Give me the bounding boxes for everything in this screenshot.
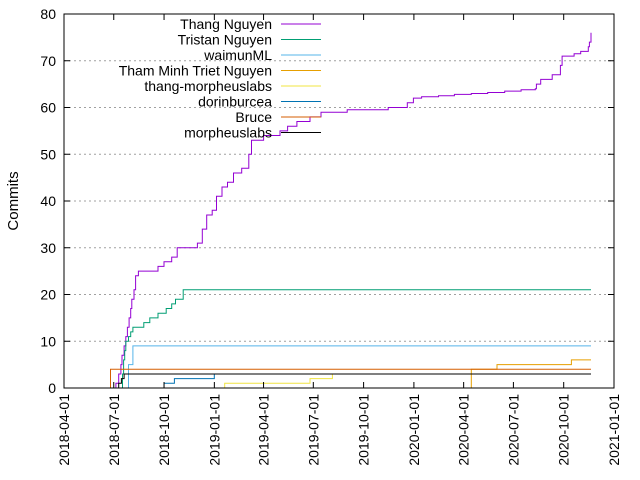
- y-tick-label: 70: [40, 53, 56, 69]
- legend-label-thang-nguyen: Thang Nguyen: [180, 16, 272, 32]
- x-tick-label: 2020-01-01: [406, 394, 422, 466]
- grid: [64, 60, 614, 342]
- x-tick-label: 2021-01-01: [606, 394, 622, 466]
- y-tick-label: 40: [40, 193, 56, 209]
- series-line-thang-morpheuslabs: [222, 373, 591, 389]
- x-tick-label: 2020-10-01: [556, 394, 572, 466]
- y-tick-label: 80: [40, 6, 56, 22]
- series-line-thang-nguyen: [110, 32, 592, 389]
- legend-label-waimunml: waimunML: [203, 47, 272, 63]
- x-tick-label: 2020-07-01: [505, 394, 521, 466]
- axis-ticks: 0 10 20 30 40 50 60 70 80 2018-04-01 2018-07-01 201…: [40, 6, 622, 466]
- x-tick-label: 2018-04-01: [56, 394, 72, 466]
- series-line-tristan-nguyen: [120, 289, 591, 389]
- y-axis-label: Commits: [5, 171, 22, 230]
- x-tick-label: 2020-04-01: [456, 394, 472, 466]
- x-tick-label: 2019-07-01: [305, 394, 321, 466]
- legend-label-tham-minh-triet-nguyen: Tham Minh Triet Nguyen: [119, 63, 272, 79]
- series-line-tham-minh-triet-nguyen: [64, 359, 591, 389]
- x-tick-label: 2019-10-01: [356, 394, 372, 466]
- legend-label-morpheuslabs: morpheuslabs: [184, 125, 272, 141]
- y-tick-label: 30: [40, 240, 56, 256]
- x-tick-label: 2019-04-01: [256, 394, 272, 466]
- x-tick-label: 2018-10-01: [156, 394, 172, 466]
- legend-label-thang-morpheuslabs: thang-morpheuslabs: [144, 78, 272, 94]
- series-line-morpheuslabs: [112, 373, 591, 389]
- y-tick-label: 60: [40, 100, 56, 116]
- y-tick-label: 50: [40, 146, 56, 162]
- legend-label-bruce: Bruce: [235, 109, 272, 125]
- y-tick-label: 20: [40, 287, 56, 303]
- x-tick-label: 2018-07-01: [106, 394, 122, 466]
- series-line-waimunml: [124, 345, 591, 389]
- legend-label-tristan-nguyen: Tristan Nguyen: [178, 32, 272, 48]
- y-tick-label: 10: [40, 333, 56, 349]
- legend-label-dorinburcea: dorinburcea: [198, 94, 272, 110]
- series-line-dorinburcea: [162, 373, 591, 389]
- series-line-bruce: [110, 368, 591, 388]
- x-tick-label: 2019-01-01: [206, 394, 222, 466]
- series-lines: [64, 32, 592, 389]
- y-tick-label: 0: [48, 380, 56, 396]
